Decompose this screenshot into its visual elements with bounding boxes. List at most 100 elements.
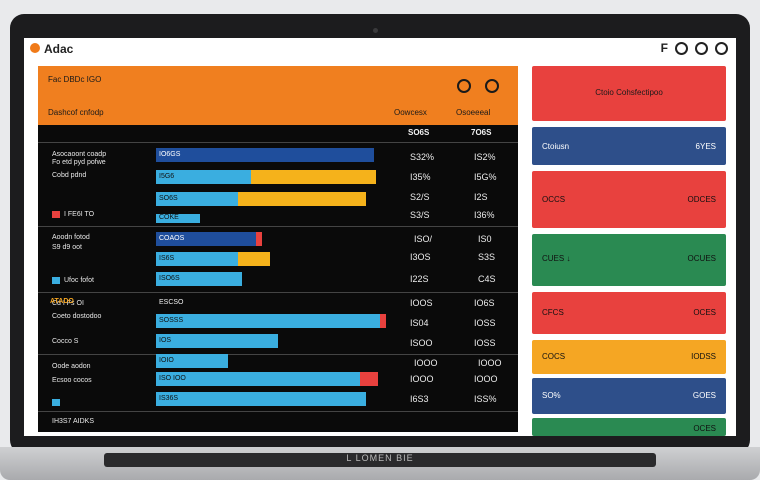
stat-card[interactable]: CUES ↓ OCUES bbox=[532, 234, 726, 286]
record-icon[interactable] bbox=[695, 41, 708, 55]
bar-label: SOSSS bbox=[159, 317, 184, 324]
stat-label: OCCS bbox=[542, 195, 566, 204]
bar-label: COKE bbox=[159, 214, 179, 221]
table-row-bar[interactable] bbox=[256, 232, 262, 246]
stat-label: COCS bbox=[542, 352, 566, 361]
table-row-bar[interactable] bbox=[238, 192, 366, 206]
status-tag bbox=[52, 277, 60, 284]
column-header-1: SO6S bbox=[408, 128, 430, 137]
value-cell: IOOS bbox=[410, 298, 433, 308]
table-row-bar[interactable] bbox=[156, 372, 360, 386]
panel-header: Fac DBDc IGO Dashcof cnfodp Oowcesx Osoe… bbox=[38, 66, 518, 125]
row-label: Aoodn fotod bbox=[52, 234, 90, 241]
bar-label: COAOS bbox=[159, 235, 185, 242]
value-cell: C4S bbox=[478, 274, 496, 284]
summary-card[interactable]: Ctoio Cohsfectipoo bbox=[532, 66, 726, 121]
bar-label: SO6S bbox=[159, 195, 178, 202]
bar-label: IS6S bbox=[159, 255, 175, 262]
stat-card[interactable]: SO% GOES bbox=[532, 378, 726, 414]
value-cell: S3/S bbox=[410, 210, 430, 220]
app-window: Adac F Fac DBDc IGO Dashcof cnfodp Oowce… bbox=[24, 38, 736, 436]
value-cell: IOOO bbox=[474, 374, 498, 384]
camera-icon bbox=[373, 28, 378, 33]
value-cell: IS2% bbox=[474, 152, 496, 162]
value-cell: S32% bbox=[410, 152, 435, 162]
value-cell: I6S3 bbox=[410, 394, 429, 404]
row-label: Coeto dostodoo bbox=[52, 313, 102, 320]
footer-label: IH3S7 AIDKS bbox=[52, 418, 95, 425]
power-icon[interactable] bbox=[715, 41, 728, 55]
status-tag bbox=[52, 211, 60, 218]
table-row-bar[interactable] bbox=[251, 170, 376, 184]
table-row-bar[interactable] bbox=[156, 392, 366, 406]
divider bbox=[38, 142, 518, 143]
stat-value: OCES bbox=[693, 424, 716, 433]
value-cell: ISOO bbox=[410, 338, 433, 348]
value-cell: IOOO bbox=[478, 358, 502, 368]
chart-icon[interactable] bbox=[485, 79, 499, 93]
bar-label: IO6GS bbox=[159, 151, 181, 158]
window-menu-button[interactable]: F bbox=[660, 41, 668, 55]
table-row-bar[interactable] bbox=[238, 252, 270, 266]
divider bbox=[38, 354, 518, 355]
value-cell: S2/S bbox=[410, 192, 430, 202]
table-row-bar[interactable] bbox=[380, 314, 386, 328]
app-logo-icon bbox=[30, 43, 40, 53]
dashboard-panel: Fac DBDc IGO Dashcof cnfodp Oowcesx Osoe… bbox=[38, 66, 518, 432]
stat-card[interactable]: CFCS OCES bbox=[532, 292, 726, 334]
table-row-bar[interactable] bbox=[156, 314, 380, 328]
stat-label: CFCS bbox=[542, 308, 564, 317]
value-cell: IO6S bbox=[474, 298, 495, 308]
value-cell: IS04 bbox=[410, 318, 429, 328]
row-label: Ufoc fofot bbox=[64, 277, 94, 284]
stat-card[interactable]: OCCS ODCES bbox=[532, 171, 726, 228]
value-cell: I5G% bbox=[474, 172, 497, 182]
value-cell: I35% bbox=[410, 172, 431, 182]
value-cell: ISS% bbox=[474, 394, 497, 404]
table-row-bar[interactable] bbox=[360, 372, 378, 386]
window-controls: F bbox=[661, 41, 728, 55]
bar-label: ISO6S bbox=[159, 275, 180, 282]
bar-label: IOIO bbox=[159, 357, 174, 364]
value-cell: IOOO bbox=[410, 374, 434, 384]
stat-card[interactable]: Ctoiusn 6YES bbox=[532, 127, 726, 165]
value-cell: I36% bbox=[474, 210, 495, 220]
stat-label: CUES ↓ bbox=[542, 254, 571, 263]
panel-subtitle: Dashcof cnfodp bbox=[48, 108, 104, 117]
stat-value: ODCES bbox=[687, 195, 716, 204]
row-label: Cocco S bbox=[52, 338, 79, 345]
stat-value: IODSS bbox=[691, 352, 716, 361]
status-tag bbox=[52, 399, 60, 406]
table-row-bar[interactable] bbox=[156, 252, 238, 266]
settings-icon[interactable] bbox=[675, 41, 688, 55]
value-cell: I22S bbox=[410, 274, 429, 284]
value-cell: I2S bbox=[474, 192, 488, 202]
table-row-bar[interactable] bbox=[156, 334, 278, 348]
divider bbox=[38, 292, 518, 293]
stat-label: SO% bbox=[542, 391, 561, 400]
bar-label: IS36S bbox=[159, 395, 179, 402]
row-label: Fo etd pyd pofwe bbox=[52, 159, 106, 166]
row-label: Oode aodon bbox=[52, 363, 91, 370]
value-cell: ISO/ bbox=[414, 234, 433, 244]
table-row-bar[interactable] bbox=[156, 272, 242, 286]
bar-label: I5G6 bbox=[159, 173, 175, 180]
section-label: ATADO bbox=[50, 298, 74, 305]
row-label: Asocaoont coadp bbox=[52, 151, 107, 158]
table-row-bar[interactable] bbox=[156, 192, 238, 206]
table-row-bar[interactable] bbox=[156, 148, 374, 162]
value-cell: S3S bbox=[478, 252, 496, 262]
value-cell: IOOO bbox=[414, 358, 438, 368]
value-cell: I3OS bbox=[410, 252, 431, 262]
summary-card-title: Ctoio Cohsfectipoo bbox=[595, 88, 663, 97]
table-row-bar[interactable] bbox=[156, 170, 251, 184]
refresh-icon[interactable] bbox=[457, 79, 471, 93]
table-row-bar[interactable] bbox=[156, 354, 228, 368]
header-column-2: Osoeeeal bbox=[456, 108, 491, 117]
stat-card[interactable]: OCES bbox=[532, 418, 726, 436]
row-label: Ecsoo cocos bbox=[52, 377, 92, 384]
row-label: Cobd pdnd bbox=[52, 172, 87, 179]
stat-card[interactable]: COCS IODSS bbox=[532, 340, 726, 374]
table-row-bar[interactable] bbox=[156, 232, 256, 246]
table-row-bar[interactable] bbox=[156, 214, 200, 223]
